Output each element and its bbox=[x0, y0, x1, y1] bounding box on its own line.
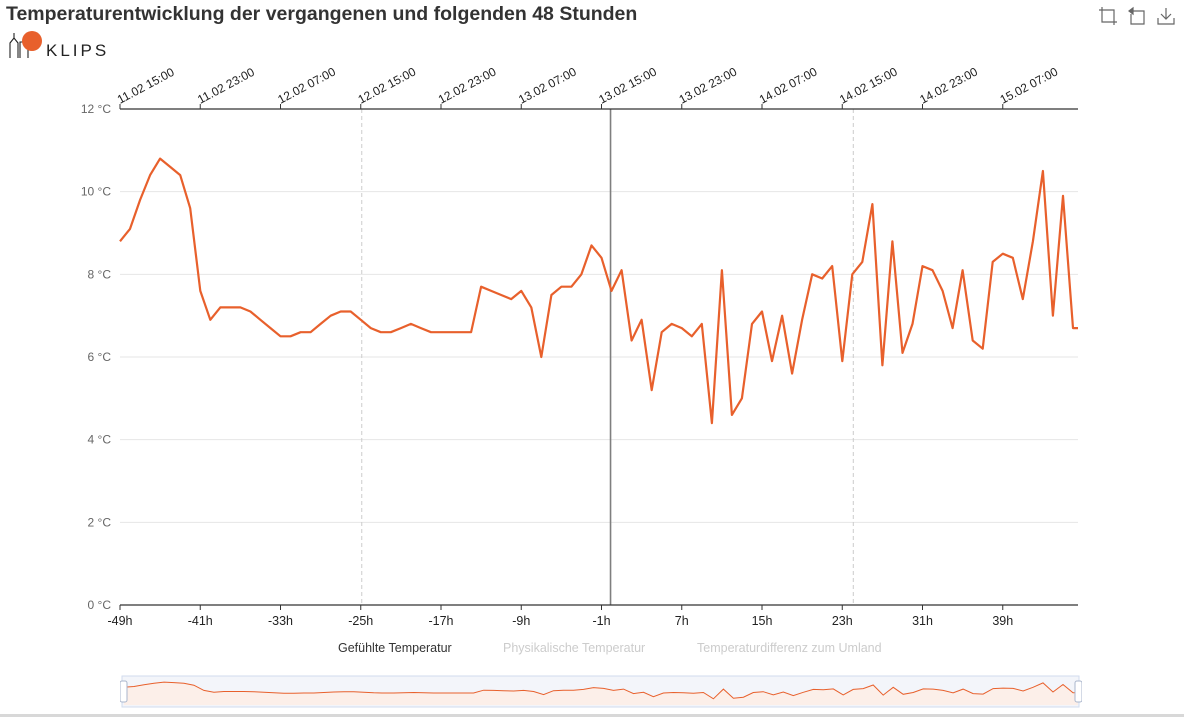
x-tick-label-top: 15.02 07:00 bbox=[998, 64, 1061, 106]
download-icon[interactable] bbox=[1156, 6, 1176, 26]
x-tick-label-bottom: -33h bbox=[268, 614, 293, 628]
restore-icon[interactable] bbox=[1127, 6, 1147, 26]
y-tick-label: 2 °C bbox=[88, 515, 112, 529]
day-boundary-lines bbox=[361, 109, 854, 605]
x-tick-label-bottom: -25h bbox=[348, 614, 373, 628]
y-tick-label: 10 °C bbox=[81, 185, 111, 199]
bottom-divider bbox=[0, 714, 1184, 717]
legend: Gefühlte Temperatur Physikalische Temper… bbox=[0, 641, 1184, 657]
series-layer bbox=[119, 157, 1078, 425]
logo-text: KLIPS bbox=[46, 41, 109, 60]
y-tick-label: 6 °C bbox=[88, 350, 112, 364]
x-tick-label-top: 14.02 23:00 bbox=[917, 64, 980, 106]
x-tick-label-bottom: 39h bbox=[992, 614, 1013, 628]
datazoom-handle-right[interactable] bbox=[1074, 680, 1082, 703]
legend-item-temperaturdifferenz[interactable]: Temperaturdifferenz zum Umland bbox=[697, 641, 882, 655]
x-tick-label-top: 11.02 23:00 bbox=[195, 65, 257, 107]
x-tick-label-bottom: -41h bbox=[188, 614, 213, 628]
x-tick-label-top: 13.02 07:00 bbox=[516, 64, 579, 106]
datazoom-preview-area bbox=[124, 682, 1078, 705]
datazoom-preview-line bbox=[123, 681, 1078, 700]
x-tick-label-top: 14.02 07:00 bbox=[757, 64, 820, 106]
labels-layer: 0 °C 2 °C 4 °C 6 °C 8 °C 10 °C 12 °C -49h 11.02 … bbox=[81, 64, 1061, 628]
x-tick-label-bottom: 23h bbox=[832, 614, 853, 628]
x-tick-label-top: 13.02 15:00 bbox=[596, 64, 659, 106]
y-tick-label: 8 °C bbox=[88, 267, 112, 281]
klips-logo: KLIPS bbox=[9, 31, 109, 60]
x-tick-label-bottom: -9h bbox=[512, 614, 530, 628]
y-tick-label: 4 °C bbox=[88, 433, 112, 447]
legend-item-physikalische-temperatur[interactable]: Physikalische Temperatur bbox=[503, 641, 646, 655]
x-tick-label-top: 12.02 23:00 bbox=[436, 64, 499, 106]
x-tick-label-top: 12.02 07:00 bbox=[275, 64, 338, 106]
zoom-icon[interactable] bbox=[1098, 6, 1118, 26]
grid-layer bbox=[120, 191, 1078, 523]
chart-toolbox bbox=[1098, 6, 1176, 26]
datazoom-handle-left[interactable] bbox=[120, 680, 128, 703]
datazoom-slider[interactable] bbox=[120, 675, 1082, 708]
y-tick-label: 0 °C bbox=[88, 598, 112, 612]
x-tick-label-top: 12.02 15:00 bbox=[356, 64, 419, 106]
x-tick-label-bottom: 31h bbox=[912, 614, 933, 628]
x-tick-label-bottom: 15h bbox=[752, 614, 773, 628]
x-tick-label-bottom: 7h bbox=[675, 614, 689, 628]
x-tick-label-top: 14.02 15:00 bbox=[837, 64, 900, 106]
x-tick-label-top: 11.02 15:00 bbox=[115, 65, 177, 107]
x-tick-label-bottom: -17h bbox=[428, 614, 453, 628]
x-tick-label-bottom: -1h bbox=[592, 614, 610, 628]
y-tick-label: 12 °C bbox=[81, 102, 111, 116]
x-tick-label-bottom: -49h bbox=[107, 614, 132, 628]
axes-layer bbox=[119, 104, 1078, 610]
page-title: Temperaturentwicklung der vergangenen un… bbox=[6, 3, 638, 25]
series-line-gefuehlte-temperatur bbox=[119, 157, 1078, 425]
x-tick-label-top: 13.02 23:00 bbox=[677, 64, 740, 106]
legend-item-gefuehlte-temperatur[interactable]: Gefühlte Temperatur bbox=[338, 641, 452, 655]
